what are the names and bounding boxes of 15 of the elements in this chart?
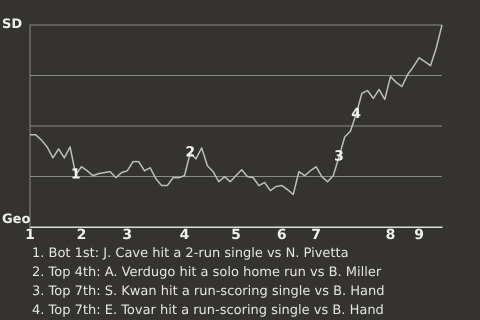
x-tick-label: 5 <box>231 227 241 244</box>
x-tick-label: 4 <box>180 227 190 244</box>
text: 2. Top 4th: A. Verdugo hit a solo home run vs B. Miller <box>32 264 382 282</box>
x-tick-label: 7 <box>311 227 321 244</box>
text: 4. Top 7th: E. Tovar hit a run-scoring single vs B. Hand <box>32 302 385 320</box>
x-tick-label: 2 <box>76 227 86 244</box>
text: SD <box>2 17 22 32</box>
x-tick-label: 9 <box>414 227 424 244</box>
text: 1. Bot 1st: J. Cave hit a 2-run single vs N. Pivetta <box>32 245 350 263</box>
x-tick-label: 6 <box>276 227 287 244</box>
x-tick-label: 3 <box>122 227 132 244</box>
text: Geo <box>2 212 30 227</box>
x-tick-label: 1 <box>25 227 35 244</box>
x-tick-label: 8 <box>386 227 396 244</box>
text: 3. Top 7th: S. Kwan hit a run-scoring single vs B. Hand <box>32 283 386 301</box>
